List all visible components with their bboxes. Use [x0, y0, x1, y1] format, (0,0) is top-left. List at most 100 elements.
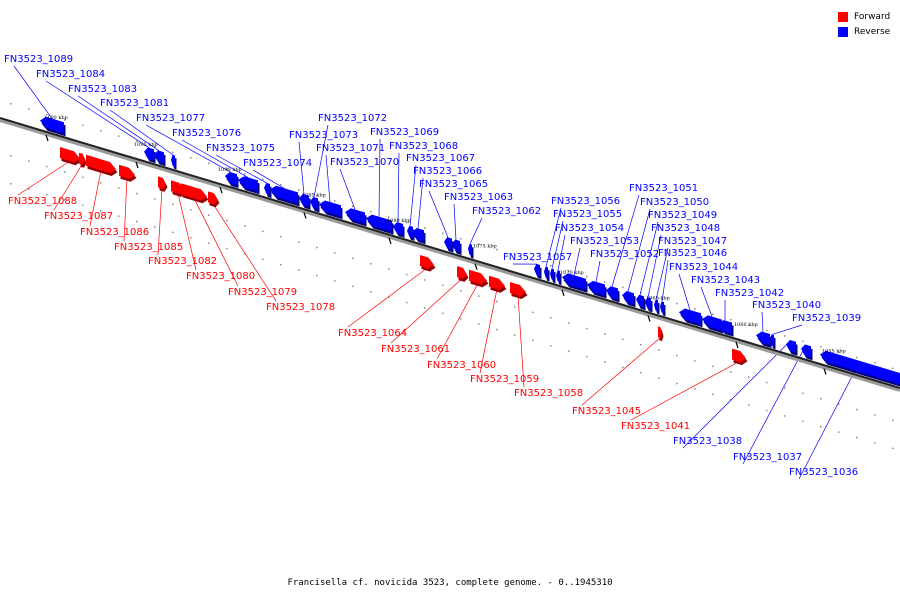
gene-label[interactable]: FN3523_1086 [80, 227, 149, 238]
gene-fn3523-1083[interactable] [154, 150, 166, 167]
gene-label[interactable]: FN3523_1048 [651, 223, 720, 234]
gene-label[interactable]: FN3523_1049 [648, 210, 717, 221]
gene-label[interactable]: FN3523_1054 [555, 223, 624, 234]
gene-fn3523-1060[interactable] [469, 269, 489, 288]
gene-label[interactable]: FN3523_1064 [338, 328, 407, 339]
gene-label[interactable]: FN3523_1084 [36, 69, 105, 80]
gene-label[interactable]: FN3523_1071 [316, 143, 385, 154]
gene-label[interactable]: FN3523_1082 [148, 256, 217, 267]
gene-label[interactable]: FN3523_1058 [514, 388, 583, 399]
gene-fn3523-1046[interactable] [660, 301, 666, 317]
gene-label[interactable]: FN3523_1077 [136, 113, 205, 124]
gene-fn3523-1052[interactable] [587, 280, 607, 299]
gene-fn3523-1065[interactable] [444, 237, 454, 253]
gene-fn3523-1057[interactable] [534, 263, 542, 279]
gene-label[interactable]: FN3523_1040 [752, 300, 821, 311]
gene-fn3523-1041[interactable] [732, 348, 748, 366]
gene-fn3523-1069[interactable] [366, 214, 394, 235]
gene-fn3523-1063[interactable] [452, 239, 462, 255]
gene-label[interactable]: FN3523_1041 [621, 421, 690, 432]
gene-label[interactable]: FN3523_1038 [673, 436, 742, 447]
gene-label[interactable]: FN3523_1061 [381, 344, 450, 355]
gene-label[interactable]: FN3523_1072 [318, 113, 387, 124]
gene-fn3523-1058[interactable] [510, 282, 528, 299]
gene-fn3523-1045[interactable] [658, 326, 664, 342]
gene-fn3523-1038[interactable] [786, 340, 798, 356]
gene-label[interactable]: FN3523_1036 [789, 467, 858, 478]
gene-fn3523-1042[interactable] [718, 320, 734, 337]
gene-fn3523-1061[interactable] [457, 266, 469, 282]
gene-label[interactable]: FN3523_1060 [427, 360, 496, 371]
gene-label[interactable]: FN3523_1068 [389, 141, 458, 152]
gene-label[interactable]: FN3523_1045 [572, 406, 641, 417]
gene-label[interactable]: FN3523_1046 [658, 248, 727, 259]
gene-label[interactable]: FN3523_1037 [733, 452, 802, 463]
gene-fn3523-1050[interactable] [622, 291, 636, 308]
gene-fn3523-1085[interactable] [119, 164, 137, 182]
gene-fn3523-1054[interactable] [556, 270, 562, 285]
gene-label[interactable]: FN3523_1059 [470, 374, 539, 385]
gene-fn3523-1072[interactable] [310, 196, 320, 213]
gene-label[interactable]: FN3523_1074 [243, 158, 312, 169]
gene-fn3523-1062[interactable] [468, 243, 474, 259]
gene-fn3523-1059[interactable] [489, 275, 507, 293]
gene-fn3523-1078[interactable] [208, 191, 220, 208]
gene-label[interactable]: FN3523_1078 [266, 302, 335, 313]
gene-label[interactable]: FN3523_1067 [406, 153, 475, 164]
gene-label[interactable]: FN3523_1085 [114, 242, 183, 253]
gene-fn3523-1068[interactable] [393, 222, 405, 238]
gene-fn3523-1056[interactable] [544, 266, 550, 282]
gene-label[interactable]: FN3523_1075 [206, 143, 275, 154]
gene-label[interactable]: FN3523_1080 [186, 271, 255, 282]
gene-label[interactable]: FN3523_1062 [472, 206, 541, 217]
gene-fn3523-1086[interactable] [86, 154, 118, 176]
gene-fn3523-1076[interactable] [238, 176, 260, 195]
gene-label[interactable]: FN3523_1069 [370, 127, 439, 138]
gene-fn3523-1071[interactable] [319, 200, 343, 220]
gene-label[interactable]: FN3523_1043 [691, 275, 760, 286]
gene-label[interactable]: FN3523_1050 [640, 197, 709, 208]
gene-label[interactable]: FN3523_1073 [289, 130, 358, 141]
gene-fn3523-1075[interactable] [264, 182, 272, 198]
gene-label[interactable]: FN3523_1083 [68, 84, 137, 95]
gene-label[interactable]: FN3523_1088 [8, 196, 77, 207]
gene-fn3523-1053[interactable] [562, 273, 588, 293]
gene-label[interactable]: FN3523_1070 [330, 157, 399, 168]
gene-label[interactable]: FN3523_1051 [629, 183, 698, 194]
gene-fn3523-1037[interactable] [801, 344, 813, 361]
gene-fn3523-1039[interactable] [770, 334, 776, 350]
gene-label[interactable]: FN3523_1066 [413, 166, 482, 177]
gene-label[interactable]: FN3523_1065 [419, 179, 488, 190]
gene-label[interactable]: FN3523_1057 [503, 252, 572, 263]
gene-fn3523-1074[interactable] [270, 185, 300, 207]
gene-fn3523-1051[interactable] [606, 286, 620, 303]
gene-label[interactable]: FN3523_1081 [100, 98, 169, 109]
gene-label[interactable]: FN3523_1055 [553, 209, 622, 220]
gene-fn3523-1043[interactable] [702, 315, 724, 334]
gene-label[interactable]: FN3523_1063 [444, 192, 513, 203]
gene-fn3523-1089[interactable] [40, 116, 66, 137]
gene-fn3523-1064[interactable] [420, 255, 436, 272]
gene-fn3523-1047[interactable] [654, 299, 660, 315]
gene-fn3523-1084[interactable] [144, 147, 156, 164]
gene-fn3523-1077[interactable] [225, 171, 239, 189]
gene-label[interactable]: FN3523_1047 [658, 236, 727, 247]
gene-fn3523-1082[interactable] [158, 176, 168, 192]
gene-label[interactable]: FN3523_1076 [172, 128, 241, 139]
gene-label[interactable]: FN3523_1079 [228, 287, 297, 298]
gene-label[interactable]: FN3523_1042 [715, 288, 784, 299]
gene-label[interactable]: FN3523_1053 [570, 236, 639, 247]
gene-label[interactable]: FN3523_1056 [551, 196, 620, 207]
gene-fn3523-1087[interactable] [79, 152, 87, 168]
gene-fn3523-1040[interactable] [756, 331, 772, 348]
gene-fn3523-1070[interactable] [345, 208, 367, 227]
gene-fn3523-1036[interactable] [820, 350, 900, 387]
gene-label[interactable]: FN3523_1044 [669, 262, 738, 273]
gene-fn3523-1088[interactable] [60, 147, 82, 166]
gene-label[interactable]: FN3523_1052 [590, 249, 659, 260]
gene-fn3523-1073[interactable] [299, 193, 311, 210]
gene-fn3523-1044[interactable] [679, 308, 703, 328]
gene-label[interactable]: FN3523_1089 [4, 54, 73, 65]
gene-fn3523-1055[interactable] [550, 268, 556, 284]
gene-label[interactable]: FN3523_1039 [792, 313, 861, 324]
